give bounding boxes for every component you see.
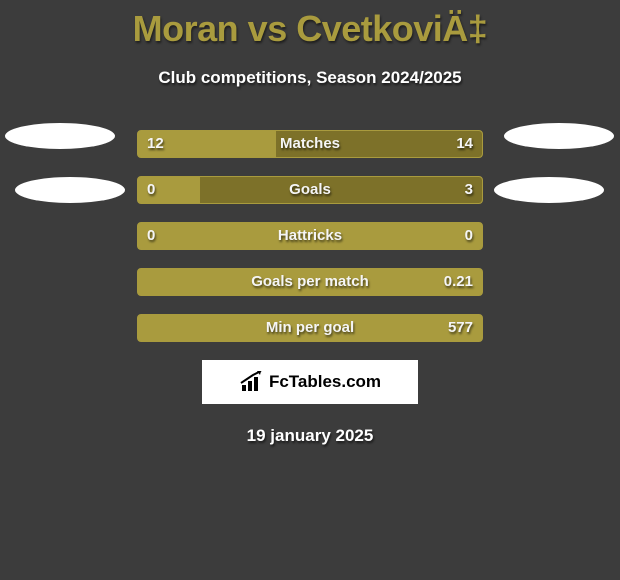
stat-label: Goals [137, 176, 483, 204]
stat-row: 0.21Goals per match [137, 268, 483, 296]
page-date: 19 january 2025 [0, 426, 620, 446]
page-subtitle: Club competitions, Season 2024/2025 [0, 68, 620, 88]
stat-row: 577Min per goal [137, 314, 483, 342]
stats-container: 1214Matches 03Goals 00Hattricks 0.21Goals p… [0, 130, 620, 342]
placeholder-ellipse [494, 177, 604, 203]
chart-icon [239, 371, 265, 393]
attribution-text: FcTables.com [269, 372, 381, 392]
stat-row: 03Goals [137, 176, 483, 204]
page-title: Moran vs CvetkoviÄ‡ [0, 0, 620, 50]
stat-row: 00Hattricks [137, 222, 483, 250]
stat-row: 1214Matches [137, 130, 483, 158]
stat-label: Min per goal [137, 314, 483, 342]
attribution-box: FcTables.com [202, 360, 418, 404]
placeholder-ellipse [504, 123, 614, 149]
stat-label: Matches [137, 130, 483, 158]
stat-label: Hattricks [137, 222, 483, 250]
placeholder-ellipse [15, 177, 125, 203]
stat-label: Goals per match [137, 268, 483, 296]
placeholder-ellipse [5, 123, 115, 149]
